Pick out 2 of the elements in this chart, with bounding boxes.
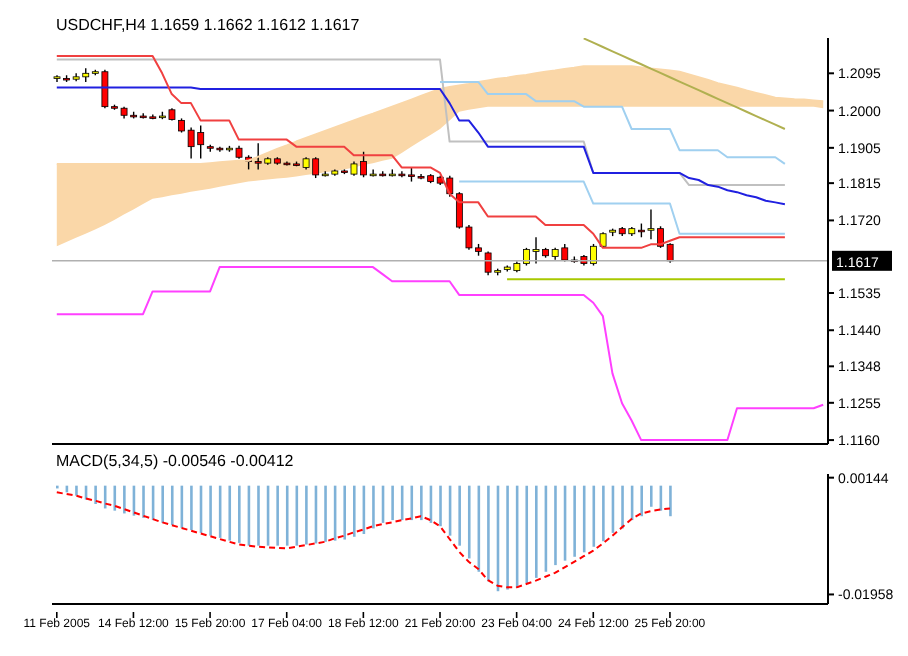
chart-title: MACD(5,34,5) -0.00546 -0.00412	[56, 452, 294, 470]
chart-title: USDCHF,H4 1.1659 1.1662 1.1612 1.1617	[56, 16, 360, 34]
